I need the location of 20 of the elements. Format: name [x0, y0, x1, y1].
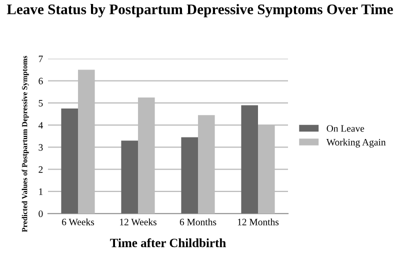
chart-title: Leave Status by Postpartum Depressive Symptoms Over Time	[6, 4, 393, 18]
y-tick-label: 0	[38, 210, 43, 218]
y-tick-label: 2	[38, 166, 43, 173]
x-axis-title: Time after Childbirth	[110, 238, 226, 248]
y-tick-label: 6	[38, 78, 43, 84]
y-tick-label: 1	[39, 188, 43, 195]
y-tick-label: 4	[38, 122, 43, 128]
bar	[121, 140, 138, 214]
y-tick-label: 7	[38, 56, 43, 62]
bar	[61, 108, 78, 214]
y-tick-label: 5	[38, 100, 43, 106]
bar	[241, 105, 258, 214]
legend-label: Working Again	[326, 138, 386, 148]
bar	[181, 137, 198, 214]
x-tick-label: 6 Weeks	[62, 218, 94, 226]
y-tick-label: 3	[38, 144, 43, 151]
x-tick-label: 6 Months	[180, 218, 216, 226]
x-tick-label: 12 Weeks	[120, 218, 156, 226]
legend-label: On Leave	[326, 125, 364, 132]
x-tick-label: 12 Months	[238, 218, 279, 226]
